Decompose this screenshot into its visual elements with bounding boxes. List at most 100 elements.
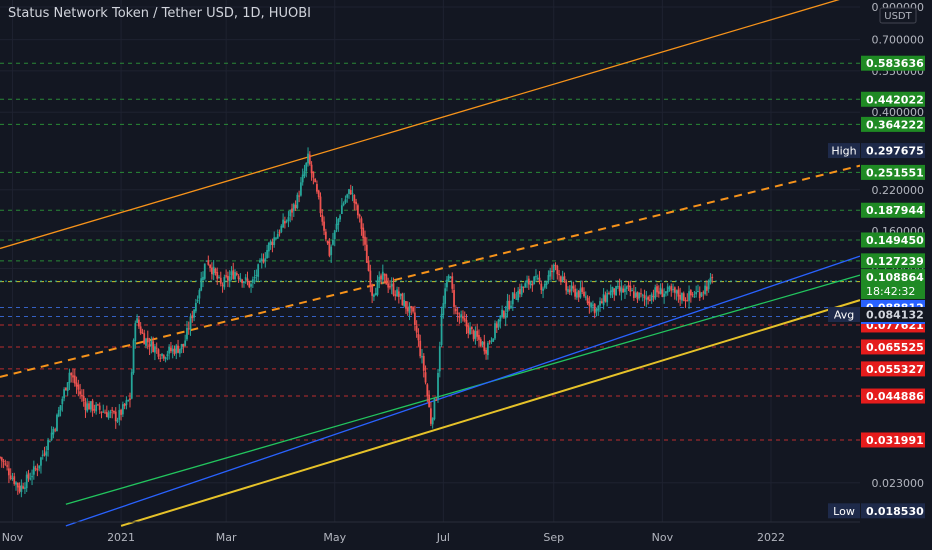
candle-body <box>431 418 434 425</box>
candle-body <box>529 282 532 285</box>
candle-body <box>310 164 313 174</box>
candle-body <box>556 265 559 275</box>
candle-body <box>280 225 283 232</box>
low-tag-text: Low <box>833 505 855 518</box>
candle-body <box>187 328 190 330</box>
candle-body <box>515 298 518 300</box>
candle-body <box>113 411 115 413</box>
candle-body <box>401 293 404 306</box>
candle-body <box>709 277 712 283</box>
candle-body <box>422 355 425 371</box>
candle-body <box>193 309 195 318</box>
candle-body <box>186 327 188 340</box>
candle-body <box>267 242 270 252</box>
candle-body <box>513 293 516 299</box>
candle-body <box>602 294 605 306</box>
candle-body <box>606 293 609 303</box>
candle-body <box>608 293 610 295</box>
candle-body <box>547 275 550 282</box>
candle-body <box>510 305 512 309</box>
candle-body <box>6 465 9 467</box>
time-axis-tick: 2021 <box>107 531 135 544</box>
candle-body <box>275 237 277 239</box>
candle-body <box>447 275 450 282</box>
candle-body <box>282 219 285 228</box>
green-level-label-text: 0.127239 <box>866 255 924 268</box>
green-level-label <box>861 232 925 248</box>
candle-body <box>490 340 493 342</box>
time-axis-tick: Sep <box>543 531 564 544</box>
candle-body <box>98 405 101 410</box>
candle-body <box>95 404 98 412</box>
red-level-label <box>861 432 925 448</box>
candle-body <box>52 428 55 435</box>
candle-body <box>198 290 201 299</box>
candle-body <box>568 289 571 293</box>
candle-body <box>348 189 350 195</box>
candle-body <box>648 299 651 301</box>
candle-body <box>25 474 28 489</box>
candle-body <box>406 307 409 312</box>
candle-body <box>479 339 482 346</box>
candle-body <box>340 205 343 214</box>
candle-body <box>79 391 82 395</box>
candle-body <box>202 276 204 281</box>
candle-body <box>511 292 514 305</box>
candle-body <box>485 349 487 354</box>
candle-body <box>613 288 616 295</box>
candle-body <box>446 279 448 288</box>
candle-body <box>495 323 498 328</box>
candle-body <box>125 400 128 406</box>
candle-body <box>688 291 690 301</box>
green-level-label <box>861 164 925 180</box>
candle-body <box>214 268 217 274</box>
candle-body <box>328 241 331 256</box>
candle-body <box>378 276 381 281</box>
candle-body <box>317 190 320 198</box>
candle-body <box>150 340 153 347</box>
candle-body <box>148 344 151 348</box>
candle-body <box>324 231 327 240</box>
candle-body <box>435 399 438 401</box>
candle-body <box>72 375 74 378</box>
candle-body <box>424 372 427 383</box>
candle-body <box>162 355 165 359</box>
green-level-label <box>861 91 925 107</box>
candle-body <box>194 302 197 312</box>
candle-body <box>705 286 708 291</box>
time-axis-tick: Nov <box>652 531 674 544</box>
candle-body <box>533 276 536 285</box>
candle-body <box>319 196 322 214</box>
candle-body <box>677 289 680 297</box>
red-level-label-text: 0.044886 <box>866 390 924 403</box>
candle-body <box>413 312 416 326</box>
candle-body <box>666 286 669 293</box>
candle-body <box>627 285 630 287</box>
candle-body <box>269 241 272 245</box>
candle-body <box>672 289 674 291</box>
candle-body <box>592 304 594 306</box>
candle-body <box>421 356 423 358</box>
green-level-label <box>861 116 925 132</box>
candle-body <box>43 453 46 455</box>
candle-body <box>34 468 37 470</box>
candle-body <box>679 294 682 300</box>
candle-body <box>551 270 553 272</box>
candle-body <box>650 294 653 301</box>
green-level-label-text: 0.442022 <box>866 93 924 106</box>
candle-body <box>66 382 69 391</box>
candle-body <box>506 300 509 313</box>
candle-body <box>4 463 7 465</box>
price-axis-tick: 0.220000 <box>872 184 925 197</box>
candle-body <box>698 291 701 299</box>
candle-body <box>75 382 78 387</box>
candle-body <box>285 220 288 222</box>
candle-body <box>360 218 363 229</box>
candle-body <box>462 316 464 319</box>
candle-body <box>663 293 666 297</box>
candle-body <box>300 182 302 196</box>
candle-body <box>109 411 112 414</box>
candle-body <box>689 290 692 296</box>
candle-body <box>559 276 562 282</box>
